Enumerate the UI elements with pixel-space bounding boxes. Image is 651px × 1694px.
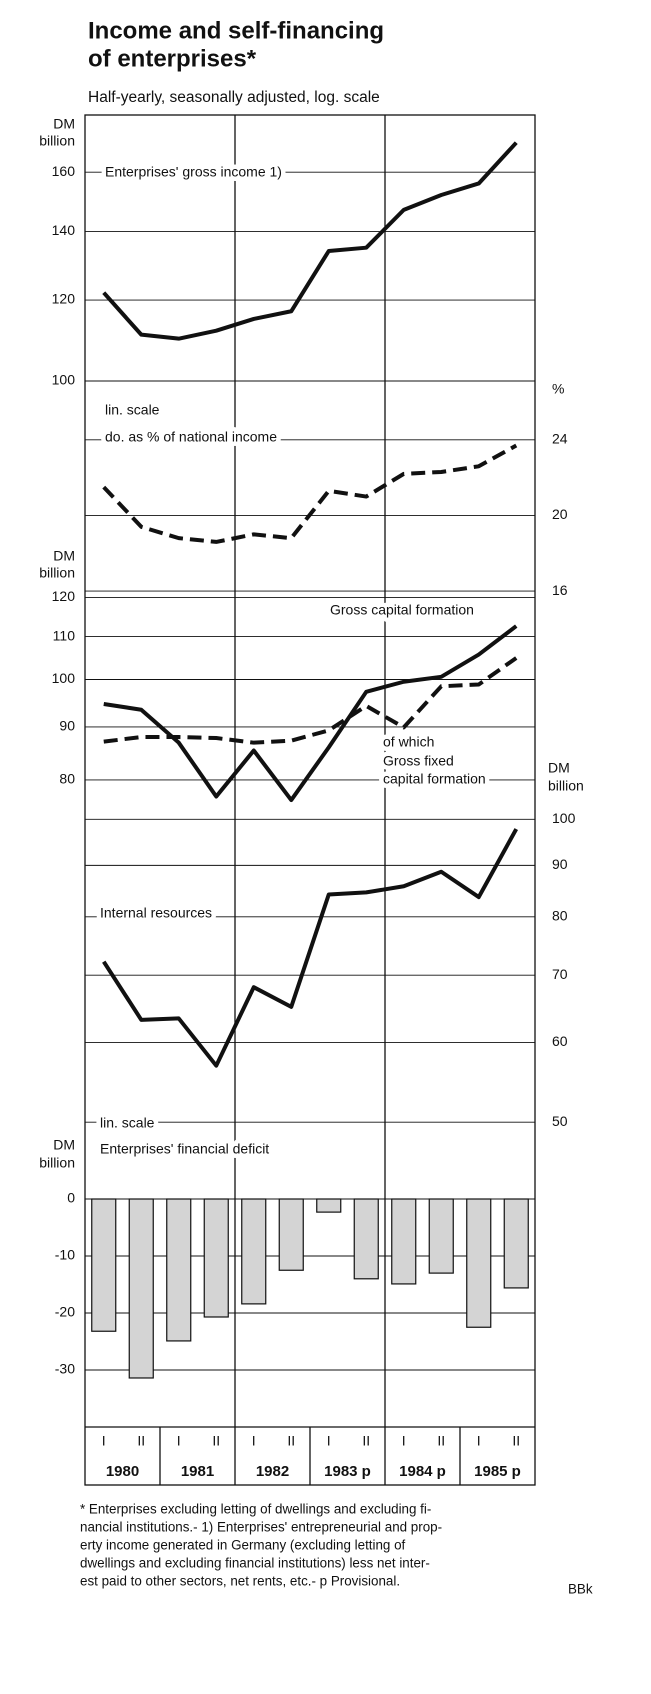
marks [91, 141, 529, 1379]
year-label: 1982 [256, 1463, 289, 1480]
x-tick-label: II [437, 1433, 445, 1449]
y-tick-label: 0 [67, 1190, 75, 1206]
line-series [102, 141, 518, 341]
y-axis-unit: billion [39, 565, 75, 581]
year-label: 1983 p [324, 1463, 371, 1480]
y-axis-unit: billion [548, 778, 584, 794]
line-series [102, 443, 518, 544]
footnote: dwellings and excluding financial instit… [80, 1556, 430, 1571]
year-label: 1984 p [399, 1463, 446, 1480]
y-axis-unit: DM [548, 760, 570, 776]
y-tick-label: 120 [52, 291, 76, 307]
y-tick-label: 60 [552, 1033, 568, 1049]
y-tick-label: 90 [552, 856, 568, 872]
y-tick-label: 100 [552, 810, 576, 826]
x-tick-label: I [477, 1433, 481, 1449]
y-tick-label: 20 [552, 506, 568, 522]
bar [203, 1198, 229, 1318]
y-tick-label: 70 [552, 966, 568, 982]
y-tick-label: 120 [52, 588, 76, 604]
y-axis-unit: billion [39, 1155, 75, 1171]
annotation: Enterprises' financial deficit [100, 1141, 269, 1157]
year-label: 1980 [106, 1463, 139, 1480]
y-tick-label: 80 [59, 771, 75, 787]
line-series [102, 828, 519, 1068]
y-tick-label: 80 [552, 908, 568, 924]
annotation: Enterprises' gross income 1) [105, 164, 282, 180]
bar [503, 1198, 529, 1289]
x-tick-label: I [252, 1433, 256, 1449]
plot-frame [84, 114, 536, 1486]
y-axis-unit: DM [53, 1137, 75, 1153]
bar [428, 1198, 454, 1274]
y-tick-label: 90 [59, 718, 75, 734]
y-tick-label: 100 [52, 372, 76, 388]
footnote: nancial institutions.- 1) Enterprises' e… [80, 1520, 442, 1535]
footnote: est paid to other sectors, net rents, et… [80, 1574, 400, 1589]
y-tick-label: -20 [55, 1304, 75, 1320]
x-tick-label: II [287, 1433, 295, 1449]
subtitle: Half-yearly, seasonally adjusted, log. s… [88, 89, 380, 106]
bar [128, 1198, 154, 1379]
bar [166, 1198, 192, 1342]
y-tick-label: -30 [55, 1361, 75, 1377]
x-tick-label: I [402, 1433, 406, 1449]
source: BBk [568, 1582, 593, 1597]
line-series [103, 656, 518, 745]
footnote: * Enterprises excluding letting of dwell… [80, 1502, 431, 1517]
bar [391, 1198, 417, 1285]
y-tick-label: 100 [52, 670, 76, 686]
y-axis-unit: DM [53, 116, 75, 132]
annotation: Gross fixed [383, 753, 454, 769]
x-tick-label: II [137, 1433, 145, 1449]
y-tick-label: 140 [52, 222, 76, 238]
footnote: erty income generated in Germany (exclud… [80, 1538, 406, 1553]
annotation: Gross capital formation [330, 602, 474, 618]
annotation: Internal resources [100, 905, 212, 921]
y-tick-label: 24 [552, 431, 568, 447]
y-tick-label: 50 [552, 1113, 568, 1129]
x-tick-label: II [362, 1433, 370, 1449]
x-tick-label: I [102, 1433, 106, 1449]
bar [91, 1198, 117, 1332]
title: Income and self-financing [88, 17, 384, 44]
bar [278, 1198, 304, 1271]
grid [85, 171, 535, 1371]
year-label: 1985 p [474, 1463, 521, 1480]
bar [353, 1198, 379, 1280]
y-tick-label: 16 [552, 582, 568, 598]
annotation: capital formation [383, 771, 486, 787]
y-tick-label: 110 [53, 627, 76, 643]
y-axis-unit: billion [39, 133, 75, 149]
x-tick-label: I [177, 1433, 181, 1449]
title: of enterprises* [88, 45, 257, 72]
annotation: lin. scale [100, 1115, 155, 1131]
bar [466, 1198, 492, 1328]
annotation: of which [383, 734, 434, 750]
bar [316, 1198, 342, 1213]
year-label: 1981 [181, 1463, 214, 1480]
annotation: do. as % of national income [105, 429, 277, 445]
x-tick-label: I [327, 1433, 331, 1449]
x-tick-label: II [512, 1433, 520, 1449]
annotation: lin. scale [105, 402, 160, 418]
y-axis-unit: % [552, 381, 564, 397]
x-tick-label: II [212, 1433, 220, 1449]
y-axis-unit: DM [53, 548, 75, 564]
y-tick-label: 160 [52, 163, 76, 179]
y-tick-label: -10 [55, 1247, 75, 1263]
bar [241, 1198, 267, 1305]
